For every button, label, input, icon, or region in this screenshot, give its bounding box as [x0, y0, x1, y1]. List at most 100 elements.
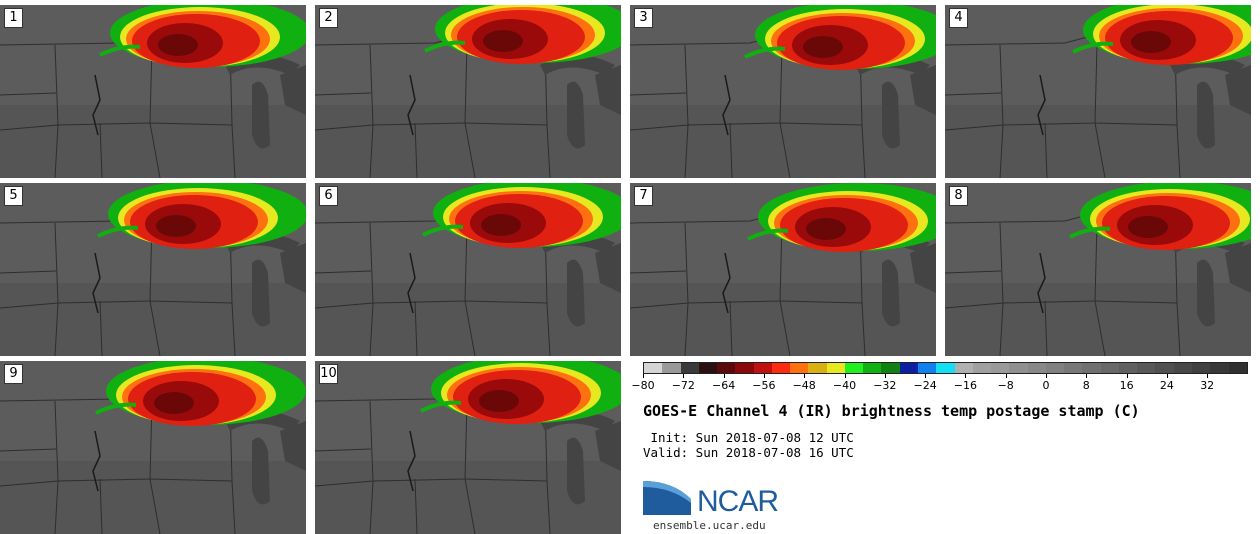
storm-core [1128, 216, 1168, 238]
lake-huron [280, 65, 306, 115]
colorbar-tick [844, 374, 846, 378]
member-panel-5: 5 [0, 183, 306, 356]
colorbar-tick-label: −80 [631, 379, 655, 392]
storm-tail [1069, 226, 1111, 239]
storm-complex [747, 183, 936, 252]
state-border [414, 122, 418, 178]
colorbar-tick [763, 374, 765, 378]
state-border [684, 302, 689, 356]
state-border [729, 122, 733, 178]
member-panel-1: 1 [0, 5, 306, 178]
member-panel-8: 8 [945, 183, 1251, 356]
state-border [414, 478, 418, 534]
storm-complex [420, 361, 621, 424]
member-panel-4: 4 [945, 5, 1251, 178]
colorbar-swatch [717, 363, 736, 373]
storm-core [803, 36, 843, 58]
state-border [779, 300, 791, 356]
storm-tail [1072, 41, 1114, 54]
storm-complex [422, 183, 621, 248]
storm-complex [424, 5, 621, 64]
colorbar-swatch [680, 363, 699, 373]
colorbar-swatch [844, 363, 864, 373]
storm-complex [97, 183, 306, 249]
colorbar-swatch [790, 363, 809, 373]
river [1037, 252, 1046, 314]
lake-michigan [252, 81, 270, 149]
colorbar-swatch [826, 363, 845, 373]
colorbar-tick-label: −8 [997, 379, 1014, 392]
state-border [369, 480, 374, 534]
state-border [149, 478, 161, 534]
state-border [369, 302, 374, 356]
storm-tail [420, 400, 462, 413]
member-panel-3: 3 [630, 5, 936, 178]
colorbar-tick [1126, 374, 1128, 378]
panel-map [0, 183, 306, 356]
colorbar-swatch [1137, 363, 1156, 373]
panel-number: 3 [634, 8, 653, 28]
panel-map [630, 183, 936, 356]
storm-core [483, 30, 523, 52]
lake-huron [595, 421, 621, 471]
lake-michigan [1197, 81, 1215, 149]
river [407, 252, 416, 314]
panel-number: 7 [634, 186, 653, 206]
lake-michigan [252, 259, 270, 327]
colorbar-tick-label: 24 [1159, 379, 1174, 392]
colorbar-tick [804, 374, 806, 378]
state-border [1176, 302, 1181, 356]
storm-core [154, 392, 194, 414]
storm-complex [744, 5, 936, 70]
state-border [315, 270, 372, 274]
panel-number: 5 [4, 186, 23, 206]
storm-tail [95, 402, 137, 415]
river [407, 430, 416, 492]
lake-michigan [252, 437, 270, 505]
colorbar-swatch [808, 363, 827, 373]
panel-map [315, 5, 621, 178]
state-border [99, 122, 103, 178]
storm-core [158, 34, 198, 56]
colorbar-tick-label: 8 [1082, 379, 1090, 392]
colorbar-tick-label: 32 [1200, 379, 1215, 392]
state-border [0, 92, 57, 96]
storm-complex [1069, 183, 1251, 250]
colorbar-swatch [863, 363, 882, 373]
panel-map [945, 5, 1251, 178]
state-border [315, 448, 372, 452]
colorbar-tick-label: −40 [832, 379, 857, 392]
colorbar-swatch [881, 363, 900, 373]
colorbar-tick-label: −16 [953, 379, 977, 392]
state-border [999, 124, 1004, 178]
storm-tail [97, 225, 139, 238]
storm-core [1131, 31, 1171, 53]
state-border [99, 300, 103, 356]
colorbar-swatch [735, 363, 754, 373]
colorbar-tick [723, 374, 725, 378]
river [92, 74, 101, 136]
state-border [1094, 300, 1106, 356]
colorbar-tick [1046, 374, 1047, 378]
storm-tail [99, 44, 141, 57]
ensemble-url[interactable]: ensemble.ucar.edu [653, 519, 766, 532]
state-border [369, 124, 374, 178]
panel-number: 10 [319, 364, 338, 384]
colorbar-tick [1005, 374, 1007, 378]
colorbar-swatch [1045, 363, 1065, 373]
colorbar-swatch [698, 363, 718, 373]
panel-map [630, 5, 936, 178]
storm-core [479, 390, 519, 412]
state-border [630, 92, 687, 96]
state-border [546, 302, 551, 356]
colorbar-swatch [991, 363, 1010, 373]
storm-core [806, 218, 846, 240]
state-border [315, 92, 372, 96]
figure-title: GOES-E Channel 4 (IR) brightness temp po… [643, 402, 1140, 420]
colorbar-swatch [899, 363, 918, 373]
state-border [861, 124, 866, 178]
colorbar-swatch [1064, 363, 1083, 373]
member-panel-2: 2 [315, 5, 621, 178]
state-border [464, 300, 476, 356]
valid-time: Valid: Sun 2018-07-08 16 UTC [643, 445, 854, 460]
